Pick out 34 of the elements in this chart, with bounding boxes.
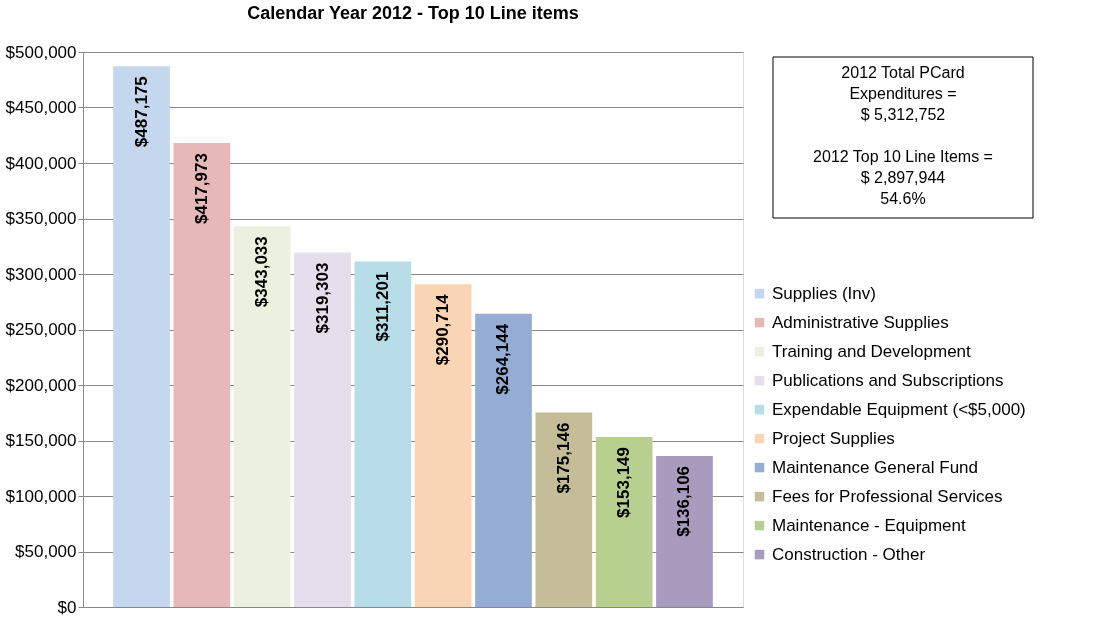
legend-label: Project Supplies [772,428,895,448]
legend-label: Supplies (Inv) [772,283,876,303]
data-label: $153,149 [614,447,634,518]
legend-label: Maintenance - Equipment [772,515,966,535]
y-tick-label: $200,000 [5,375,77,395]
legend-label: Training and Development [772,341,972,361]
y-tick-label: $450,000 [5,98,77,117]
legend-label: Construction - Other [772,544,926,564]
y-tick-label: $300,000 [5,264,77,284]
data-label: $417,973 [191,153,211,224]
y-tick-label: $250,000 [5,320,77,339]
legend-label: Expendable Equipment (<$5,000) [772,399,1026,419]
y-tick-label: $50,000 [15,542,77,561]
data-label: $264,144 [493,323,513,395]
y-tick-label: $400,000 [5,153,77,173]
data-label: $136,106 [674,465,694,537]
text: 2012 Top 10 Line Items = $ 2,897,944 54.6% [813,148,993,207]
data-label: $290,714 [433,293,453,366]
legend-label: Administrative Supplies [772,312,949,332]
y-tick-label: $0 [57,597,77,617]
legend-label: Publications and Subscriptions [772,370,1004,390]
y-tick-label: $150,000 [5,431,77,450]
y-tick-label: $100,000 [5,486,77,506]
text: 2012 Total PCard Expenditures = $ 5,312,752 [841,64,965,123]
data-label: $175,146 [553,422,573,494]
data-label: $319,303 [312,262,332,334]
legend-label: Fees for Professional Services [772,486,1003,506]
data-label: $343,033 [252,236,272,308]
y-tick-label: $350,000 [5,209,77,228]
legend-label: Maintenance General Fund [772,457,979,477]
y-tick-label: $500,000 [5,42,77,62]
data-label: $487,175 [131,76,151,148]
chart-title: Calendar Year 2012 - Top 10 Line items [247,3,579,23]
data-label: $311,201 [372,271,392,342]
